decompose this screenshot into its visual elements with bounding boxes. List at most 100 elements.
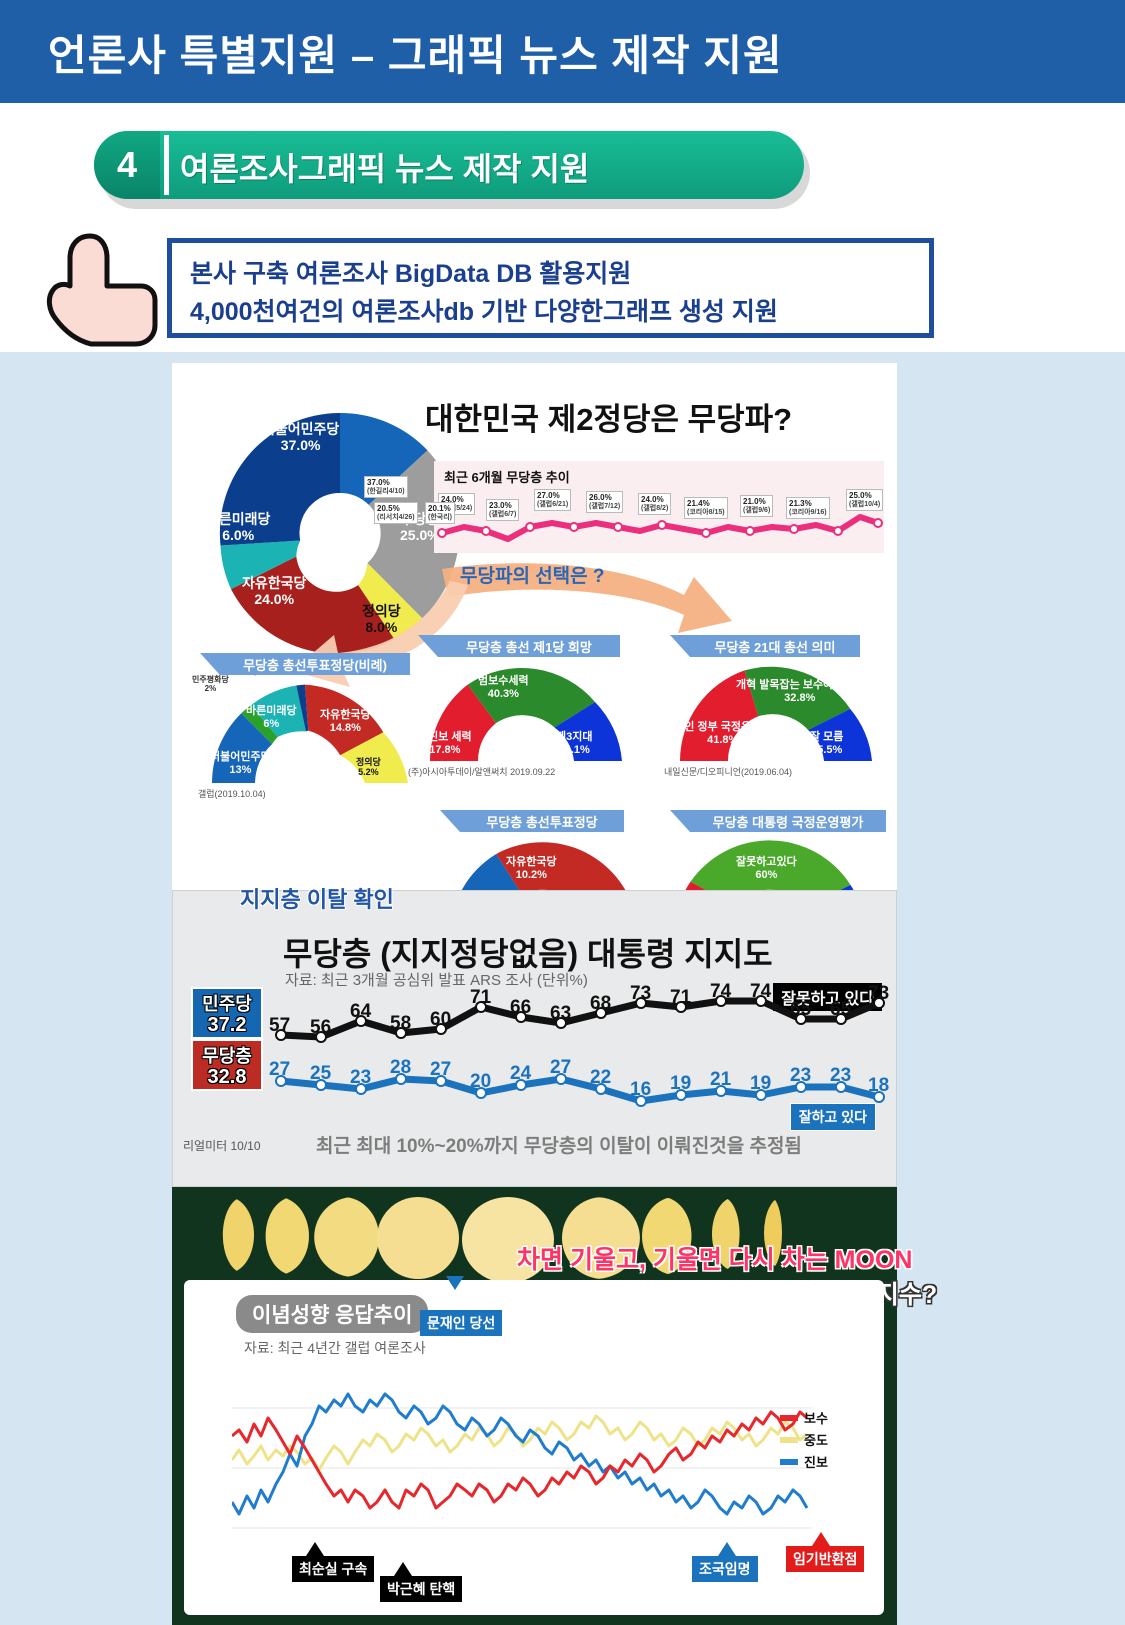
approval-subtitle: 자료: 최근 3개월 공심위 발표 ARS 조사 (단위%) bbox=[285, 972, 588, 989]
approval-pos-value-4: 27 bbox=[430, 1059, 452, 1080]
inner-tag-2: 20.1% (한국리) bbox=[425, 502, 455, 524]
semi-label-0-justice: 정의당 5.2% bbox=[356, 757, 381, 778]
moon-phase-7 bbox=[642, 1197, 692, 1275]
semi-chart-first-party-hope: 무당층 총선 제1당 희망 범보수세력 40.3% 범진보 세력 17.8% 제… bbox=[408, 635, 642, 785]
approval-title: 무당층 (지지정당없음) 대통령 지지도 bbox=[283, 936, 773, 972]
approval-pos-value-2: 23 bbox=[350, 1067, 372, 1088]
approval-neg-value-2: 64 bbox=[350, 1001, 372, 1022]
pointing-hand-icon bbox=[35, 228, 165, 353]
moon-phase-5 bbox=[462, 1197, 554, 1283]
legend-item-conservative: 보수 bbox=[780, 1408, 828, 1427]
section-number: 4 bbox=[116, 144, 138, 185]
ideology-chart-subtitle: 자료: 최근 4년간 갤럽 여론조사 bbox=[244, 1340, 426, 1356]
annotation-cho-kuk: 조국임명 bbox=[692, 1556, 758, 1582]
inner-tag-0: 37.0% (한길리4/10) bbox=[364, 476, 408, 498]
approval-pos-value-11: 21 bbox=[710, 1069, 732, 1090]
callout-box: 본사 구축 여론조사 BigData DB 활용지원 4,000천여건의 여론조… bbox=[167, 238, 934, 338]
trend-tag-8: 25.0% (갤럽10/4) bbox=[846, 489, 884, 511]
ideology-panel: 차면 기울고, 기울면 다시 차는 MOON 이념성향 응답비율은 권력이동 선… bbox=[172, 1187, 937, 1625]
approval-footer-source: 리얼미터 10/10 bbox=[183, 1139, 261, 1153]
approval-neg-value-7: 63 bbox=[550, 1003, 572, 1024]
trend-tag-6: 21.0% (갤럽9/6) bbox=[740, 495, 774, 517]
semi-chart-header-2: 무당층 21대 총선 의미 bbox=[670, 635, 860, 657]
semi-label-0-liberty: 자유한국당 14.8% bbox=[320, 709, 371, 734]
inner-tag-1: 20.5% (리서치4/26) bbox=[374, 502, 418, 524]
approval-pos-value-8: 22 bbox=[590, 1067, 612, 1088]
approval-neg-value-12: 74 bbox=[750, 981, 772, 1002]
approval-pos-value-1: 25 bbox=[310, 1063, 332, 1084]
semi-chart-header-1: 무당층 총선 제1당 희망 bbox=[418, 635, 620, 657]
semi-label-2-moon-judgement: 문재인 정부 국정운영심판 41.8% bbox=[664, 721, 782, 746]
moon-phase-9 bbox=[764, 1197, 782, 1269]
badge-no-party: 무당층 32.8 bbox=[191, 1039, 263, 1091]
page-title: 언론사 특별지원 – 그래픽 뉴스 제작 지원 bbox=[48, 32, 783, 79]
semi-label-0-democratic: 더불어민주당 13% bbox=[210, 751, 271, 776]
approval-overlay-title: 지지층 이탈 확인 bbox=[240, 887, 394, 912]
trend-tag-1: 23.0% (갤럽6/7) bbox=[486, 499, 520, 521]
moon-phase-4 bbox=[377, 1197, 459, 1279]
semi-chart-header-3: 무당층 총선투표정당 bbox=[440, 810, 624, 832]
semi-label-0-peace: 민주평화당 2% bbox=[192, 675, 229, 694]
semi-source-1: (주)아시아투데이/알앤써치 2019.09.22 bbox=[408, 767, 556, 777]
ideology-chart-title: 이념성향 응답추이 bbox=[236, 1295, 429, 1333]
donut-label-liberty-korea: 자유한국당 24.0% bbox=[242, 575, 307, 608]
approval-panel: 무당층 (지지정당없음) 대통령 지지도 자료: 최근 3개월 공심위 발표 A… bbox=[172, 890, 897, 1187]
donut-label-democratic: 더불어민주당 37.0% bbox=[262, 421, 340, 454]
arrow-right-orange bbox=[442, 563, 732, 633]
semi-label-0-bareun: 바른미래당 6% bbox=[246, 705, 297, 730]
donut-label-bareun: 바른미래당 6.0% bbox=[206, 511, 271, 544]
semi-label-2-reform-judgement: 개혁 발목잡는 보수야당심판 32.8% bbox=[736, 679, 864, 704]
semi-chart-header-4: 무당층 대통령 국정운영평가 bbox=[670, 810, 886, 832]
legend-swatch-conservative bbox=[780, 1414, 798, 1421]
approval-neg-value-8: 68 bbox=[590, 993, 612, 1014]
semi-label-2-dont-know: 잘 모름 25.5% bbox=[810, 731, 844, 756]
badge-democratic-party: 민주당 37.2 bbox=[191, 987, 263, 1039]
approval-pos-value-5: 20 bbox=[470, 1071, 492, 1092]
semi-chart-header-0: 무당층 총선투표정당(비례) bbox=[200, 653, 410, 675]
legend-swatch-moderate bbox=[780, 1436, 798, 1443]
infographic-title: 대한민국 제2정당은 무당파? bbox=[425, 402, 793, 437]
trend-tag-2: 27.0% (갤럽6/21) bbox=[534, 489, 572, 511]
trend-tag-4: 24.0% (갤럽8/2) bbox=[638, 493, 672, 515]
moon-phase-3 bbox=[314, 1197, 379, 1277]
approval-neg-value-6: 66 bbox=[510, 997, 532, 1018]
approval-neg-value-4: 60 bbox=[430, 1009, 452, 1030]
trend-tag-3: 26.0% (갤럽7/12) bbox=[586, 491, 624, 513]
approval-neg-value-9: 73 bbox=[630, 983, 652, 1004]
semi-label-1-progressive: 범진보 세력 17.8% bbox=[418, 731, 472, 756]
approval-pos-value-9: 16 bbox=[630, 1079, 652, 1100]
donut-label-justice: 정의당 8.0% bbox=[362, 603, 401, 636]
approval-neg-value-11: 74 bbox=[710, 981, 732, 1002]
trend-chart-title: 최근 6개월 무당층 추이 bbox=[444, 470, 570, 485]
annotation-park-impeachment: 박근혜 탄핵 bbox=[380, 1576, 463, 1602]
annotation-pointer-4 bbox=[812, 1532, 830, 1546]
annotation-pointer-2 bbox=[446, 1276, 464, 1290]
moon-phase-2 bbox=[265, 1197, 309, 1275]
infographic-panel: 대한민국 제2정당은 무당파? 더불어민주당 37.0% 무당층 25.0% bbox=[172, 363, 897, 906]
annotation-term-halfway: 임기반환점 bbox=[786, 1546, 865, 1572]
semi-chart-election-meaning: 무당층 21대 총선 의미 개혁 발목잡는 보수야당심판 32.8% 문재인 정… bbox=[664, 635, 890, 785]
approval-pos-value-10: 19 bbox=[670, 1073, 692, 1094]
callout-line-1: 본사 구축 여론조사 BigData DB 활용지원 bbox=[190, 260, 632, 288]
undecided-trend-chart: 최근 6개월 무당층 추이 24.0% (갤럽5/24) 23.0% (갤럽6/… bbox=[434, 461, 884, 553]
semi-label-1-conservative: 범보수세력 40.3% bbox=[478, 675, 529, 700]
approval-pos-value-13: 23 bbox=[790, 1065, 812, 1086]
party-support-donut-chart: 더불어민주당 37.0% 무당층 25.0% 정의당 8.0% 자유한국당 24… bbox=[200, 393, 480, 676]
semi-chart-vote-party-proportional: 무당층 총선투표정당(비례) 더불어민주당 13% 민주평화당 2% 바른미래당… bbox=[192, 653, 424, 803]
section-number-badge: 4 bbox=[94, 131, 160, 199]
tag-doing-well: 잘하고 있다 bbox=[789, 1103, 876, 1131]
approval-neg-value-14: 65 bbox=[830, 999, 852, 1020]
semi-label-1-third-zone: 제3지대 14.1% bbox=[556, 731, 593, 756]
legend-swatch-progressive bbox=[780, 1458, 798, 1465]
annotation-pointer-1 bbox=[394, 1562, 412, 1576]
annotation-choi-soonsil: 최순실 구속 bbox=[292, 1556, 375, 1582]
approval-pos-value-3: 28 bbox=[390, 1057, 412, 1078]
semi-source-2: 내일신문/디오피니언(2019.06.04) bbox=[664, 767, 793, 777]
ideology-line-chart bbox=[232, 1392, 812, 1529]
semi-label-3-liberty: 자유한국당 10.2% bbox=[506, 856, 557, 881]
approval-pos-value-12: 19 bbox=[750, 1073, 772, 1094]
semi-label-4-negative: 잘못하고있다 60% bbox=[736, 856, 797, 881]
approval-neg-value-0: 57 bbox=[269, 1015, 291, 1036]
section-label: 여론조사그래픽 뉴스 제작 지원 bbox=[180, 151, 590, 187]
callout-line-2: 4,000천여건의 여론조사db 기반 다양한그래프 생성 지원 bbox=[190, 298, 778, 326]
